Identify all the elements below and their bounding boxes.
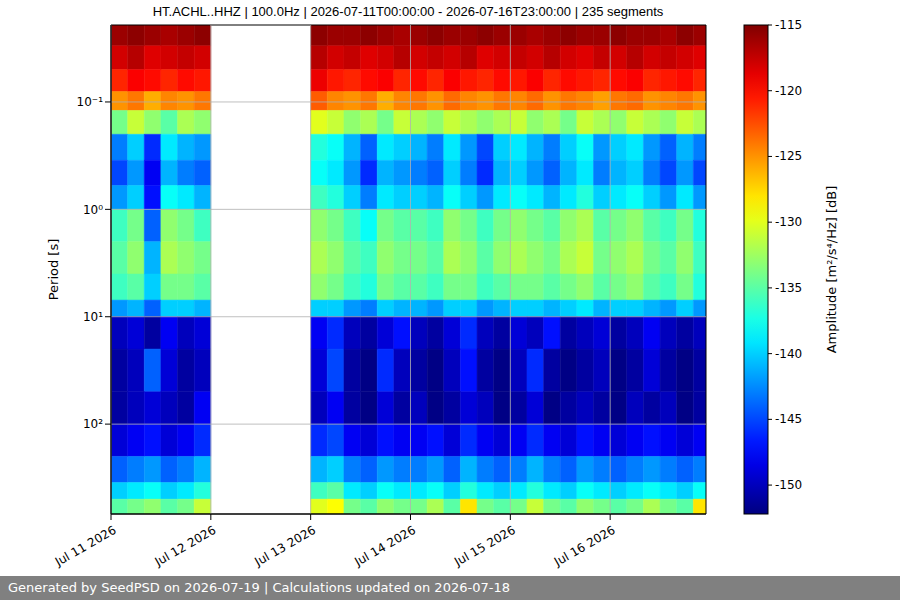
svg-text:Jul 16 2026: Jul 16 2026 (551, 523, 618, 570)
svg-text:Period [s]: Period [s] (46, 239, 61, 301)
svg-text:-130: -130 (775, 215, 802, 229)
svg-text:Jul 14 2026: Jul 14 2026 (351, 523, 418, 570)
svg-text:Jul 12 2026: Jul 12 2026 (152, 523, 219, 570)
svg-text:-145: -145 (775, 412, 802, 426)
svg-text:-120: -120 (775, 84, 802, 98)
svg-text:-125: -125 (775, 149, 802, 163)
svg-text:-135: -135 (775, 281, 802, 295)
svg-text:Jul 13 2026: Jul 13 2026 (251, 523, 318, 570)
svg-text:Jul 15 2026: Jul 15 2026 (451, 523, 518, 570)
svg-text:10¹: 10¹ (83, 310, 103, 324)
svg-text:-150: -150 (775, 478, 802, 492)
svg-text:-140: -140 (775, 347, 802, 361)
svg-text:10⁰: 10⁰ (83, 203, 103, 217)
svg-text:-115: -115 (775, 18, 802, 32)
html-text:HT.ACHL..HHZ | 100.0Hz | 2026-: HT.ACHL..HHZ | 100.0Hz | 2026-07-11T00:0… (152, 4, 664, 19)
svg-text:Amplitude [m²/s⁴/Hz] [dB]: Amplitude [m²/s⁴/Hz] [dB] (824, 186, 839, 354)
svg-text:10²: 10² (83, 417, 103, 431)
svg-text:Jul 11 2026: Jul 11 2026 (52, 523, 119, 570)
html-text:Generated by SeedPSD on 2026-0: Generated by SeedPSD on 2026-07-19 | Cal… (8, 580, 510, 595)
svg-text:10⁻¹: 10⁻¹ (77, 95, 104, 109)
